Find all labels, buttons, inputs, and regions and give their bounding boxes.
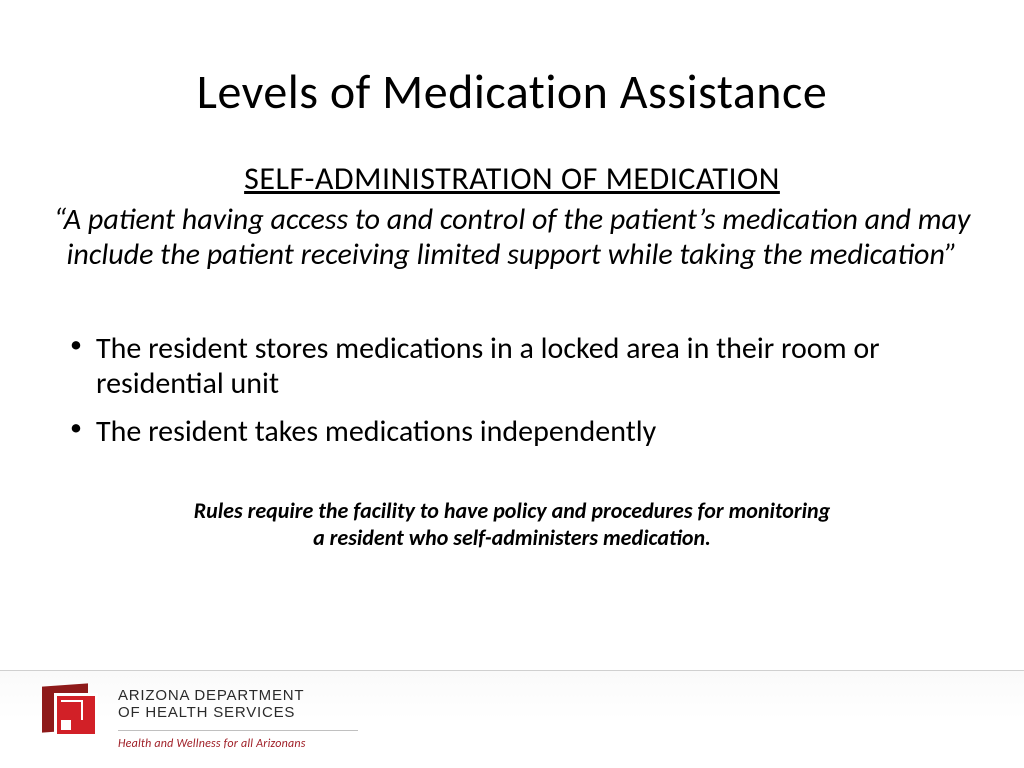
department-name-line: ARIZONA DEPARTMENT (118, 687, 358, 704)
logo-front-shape (54, 693, 98, 737)
rules-note-line: Rules require the facility to have polic… (60, 497, 964, 525)
bullet-item: The resident stores medications in a loc… (62, 331, 962, 402)
rules-note-line: a resident who self-administers medicati… (60, 524, 964, 552)
rules-note: Rules require the facility to have polic… (0, 497, 1024, 552)
footer-divider (118, 730, 358, 731)
footer-content: ARIZONA DEPARTMENT OF HEALTH SERVICES He… (0, 671, 1024, 751)
footer-text-block: ARIZONA DEPARTMENT OF HEALTH SERVICES He… (118, 685, 358, 751)
slide-footer: ARIZONA DEPARTMENT OF HEALTH SERVICES He… (0, 670, 1024, 768)
slide-title: Levels of Medication Assistance (0, 0, 1024, 121)
definition-quote: “A patient having access to and control … (0, 202, 1024, 273)
department-name-line: OF HEALTH SERVICES (118, 704, 358, 721)
bullet-item: The resident takes medications independe… (62, 414, 962, 449)
footer-tagline: Health and Wellness for all Arizonans (118, 737, 358, 751)
adhs-logo-icon (42, 685, 102, 741)
bullet-list: The resident stores medications in a loc… (0, 331, 1024, 449)
slide-subtitle: SELF-ADMINISTRATION OF MEDICATION (0, 159, 1024, 198)
